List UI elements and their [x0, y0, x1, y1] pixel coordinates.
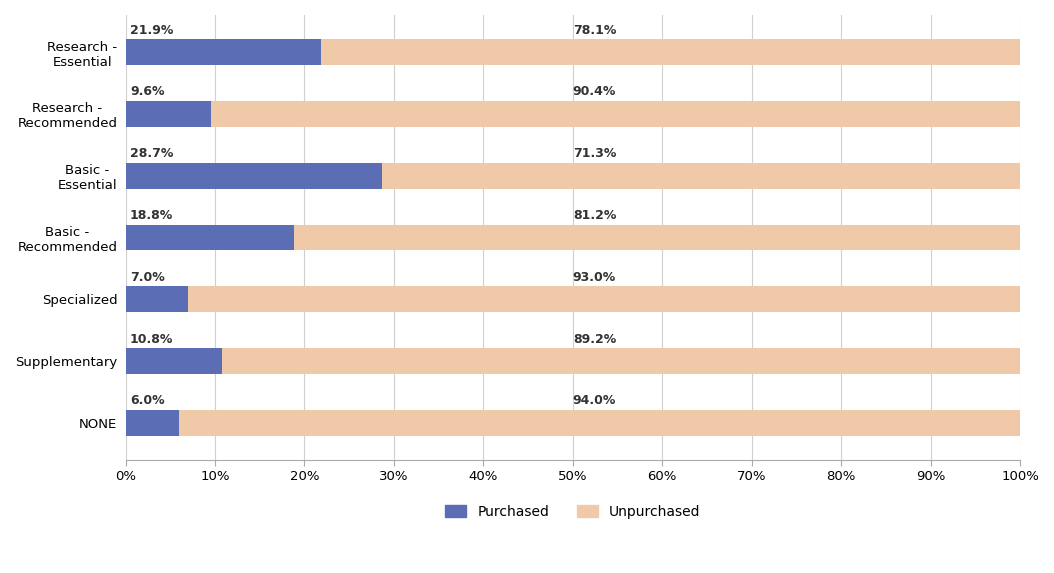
- Text: 78.1%: 78.1%: [572, 23, 617, 37]
- Bar: [125, 163, 383, 189]
- Text: 6.0%: 6.0%: [130, 394, 164, 407]
- Text: 18.8%: 18.8%: [130, 209, 173, 222]
- Text: 7.0%: 7.0%: [130, 271, 164, 284]
- Text: 28.7%: 28.7%: [130, 147, 174, 160]
- Bar: [125, 410, 179, 436]
- Text: 81.2%: 81.2%: [572, 209, 617, 222]
- Bar: [212, 101, 1020, 127]
- Bar: [125, 348, 222, 374]
- Text: 10.8%: 10.8%: [130, 333, 174, 346]
- Bar: [179, 410, 1020, 436]
- Text: 93.0%: 93.0%: [572, 271, 617, 284]
- Text: 21.9%: 21.9%: [130, 23, 174, 37]
- Bar: [125, 39, 321, 65]
- Text: 9.6%: 9.6%: [130, 85, 164, 99]
- Bar: [125, 101, 212, 127]
- Bar: [294, 225, 1020, 250]
- Bar: [321, 39, 1020, 65]
- Bar: [125, 286, 189, 312]
- Text: 71.3%: 71.3%: [572, 147, 617, 160]
- Bar: [383, 163, 1020, 189]
- Text: 89.2%: 89.2%: [572, 333, 617, 346]
- Bar: [125, 225, 294, 250]
- Text: 94.0%: 94.0%: [572, 394, 617, 407]
- Bar: [222, 348, 1020, 374]
- Legend: Purchased, Unpurchased: Purchased, Unpurchased: [440, 499, 706, 524]
- Bar: [189, 286, 1020, 312]
- Text: 90.4%: 90.4%: [572, 85, 617, 99]
